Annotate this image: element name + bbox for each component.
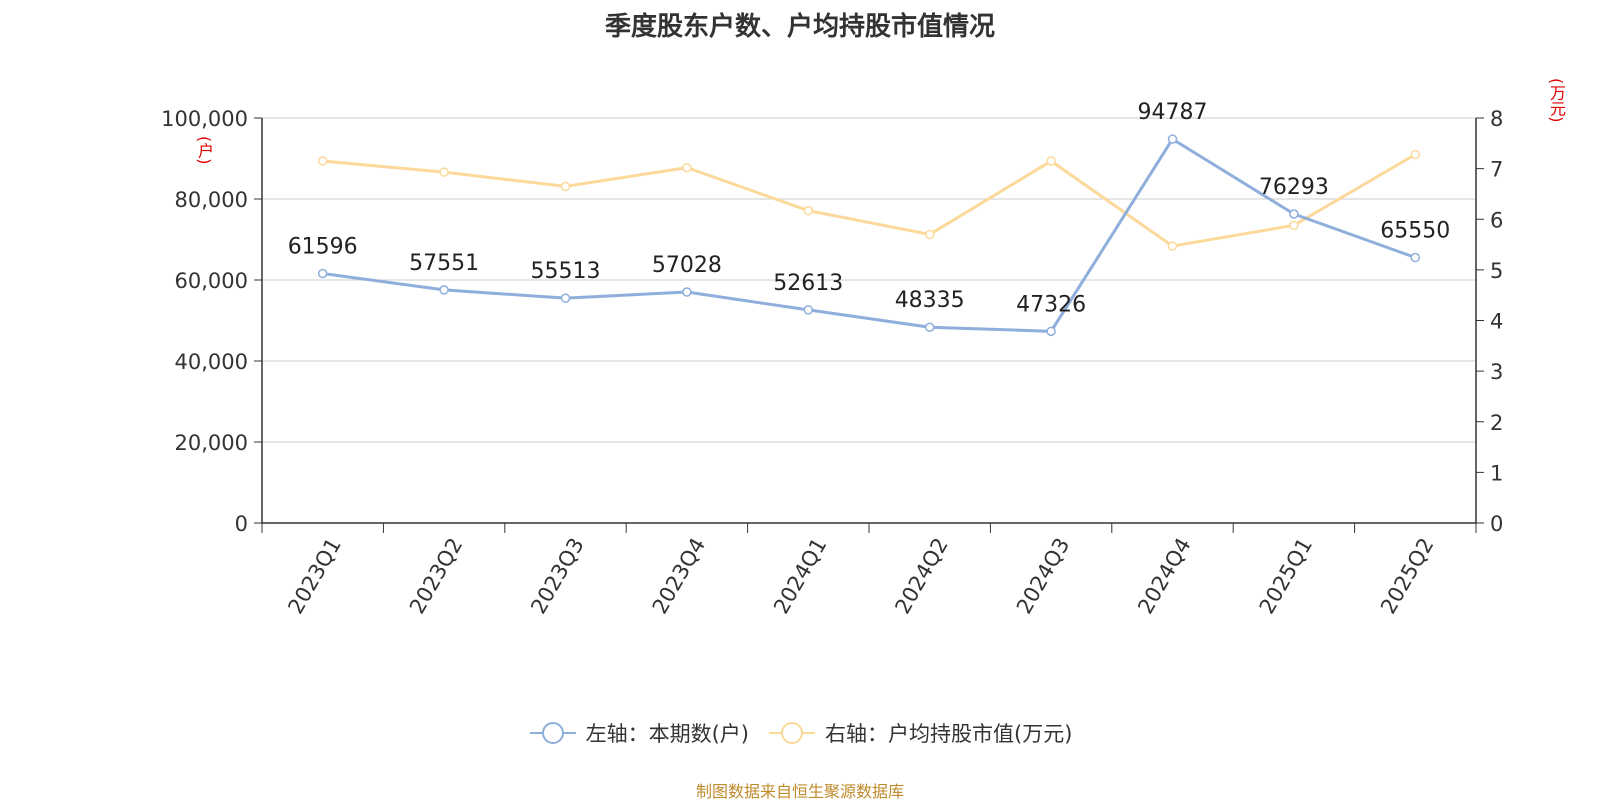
data-label: 94787	[1138, 100, 1208, 125]
right-axis-tick-label: 0	[1490, 512, 1503, 536]
x-axis-tick-label: 2024Q4	[1133, 534, 1195, 618]
data-label: 55513	[531, 259, 601, 284]
legend-item-series1[interactable]: 左轴：本期数(户)	[528, 718, 749, 748]
series-line-1	[322, 137, 1416, 333]
chart-canvas: 0 20,000 40,000 60,000 80,000 100,000 0 1 2 3 4 5 6 7…	[161, 100, 1503, 618]
series1-point	[1289, 209, 1299, 219]
legend-series1-label: 左轴：本期数(户)	[585, 722, 749, 746]
right-axis-unit: (万元)	[1547, 78, 1566, 123]
right-axis-tick-label: 5	[1490, 259, 1503, 283]
x-axis-tick-label: 2023Q3	[526, 534, 588, 618]
data-label: 48335	[895, 288, 965, 313]
series2-point	[560, 181, 571, 192]
x-axis-tick-label: 2024Q2	[890, 534, 952, 618]
right-axis-tick-label: 4	[1490, 310, 1503, 334]
series2-point	[1046, 156, 1056, 166]
right-axis-tick-label: 1	[1490, 461, 1503, 485]
left-axis-tick-label: 40,000	[175, 350, 248, 374]
x-axis-tick-label: 2024Q1	[769, 534, 831, 618]
data-label: 65550	[1380, 219, 1450, 244]
series1-point	[803, 305, 814, 315]
left-axis-unit: (户)	[195, 136, 214, 165]
data-label: 61596	[288, 235, 358, 260]
series2-point	[1167, 241, 1178, 251]
left-axis-tick-label: 100,000	[161, 107, 248, 131]
x-axis-tick-label: 2023Q1	[283, 534, 345, 618]
left-axis-tick-label: 20,000	[175, 431, 248, 455]
x-axis-tick-label: 2025Q2	[1376, 534, 1438, 618]
chart-title: 季度股东户数、户均持股市值情况	[604, 12, 995, 42]
left-axis-tick-label: 60,000	[175, 269, 248, 293]
right-axis-tick-label: 7	[1490, 158, 1503, 182]
series1-point	[1167, 134, 1178, 144]
series1-point	[1410, 252, 1421, 263]
data-label: 52613	[773, 271, 843, 296]
right-axis-tick-label: 2	[1490, 411, 1503, 435]
legend: 左轴：本期数(户) 右轴：户均持股市值(万元)	[0, 718, 1600, 748]
legend-item-series2[interactable]: 右轴：户均持股市值(万元)	[767, 718, 1072, 748]
data-label: 76293	[1259, 175, 1329, 200]
data-label: 47326	[1016, 292, 1086, 317]
left-axis-tick-label: 0	[235, 512, 248, 536]
right-axis-tick-label: 6	[1490, 208, 1503, 232]
x-axis-tick-label: 2023Q2	[405, 534, 467, 618]
left-axis-tick-label: 80,000	[175, 188, 248, 212]
series1-point	[317, 268, 328, 279]
series1-point	[439, 285, 449, 295]
series2-point	[924, 229, 935, 240]
series2-point	[317, 156, 328, 166]
series2-point	[1289, 220, 1299, 231]
series2-point	[803, 205, 814, 216]
series1-point	[1046, 326, 1056, 337]
series2-point	[439, 167, 449, 177]
series2-point	[1410, 149, 1421, 160]
x-axis-tick-label: 2025Q1	[1255, 534, 1317, 618]
right-axis-tick-label: 8	[1490, 107, 1503, 131]
x-axis-tick-label: 2023Q4	[648, 534, 710, 618]
data-label: 57551	[409, 251, 479, 276]
x-axis-tick-label: 2024Q3	[1012, 534, 1074, 618]
series1-point	[924, 322, 935, 332]
series-line-2	[322, 153, 1417, 248]
legend-series1-icon	[529, 722, 576, 744]
right-axis-tick-label: 3	[1490, 360, 1503, 384]
data-label: 57028	[652, 253, 722, 278]
source-note: 制图数据来自恒生聚源数据库	[695, 782, 904, 801]
series1-point	[560, 293, 571, 303]
series2-point	[682, 162, 692, 173]
legend-series2-icon	[769, 722, 815, 744]
legend-series2-label: 右轴：户均持股市值(万元)	[825, 722, 1073, 746]
series1-point	[682, 287, 692, 297]
